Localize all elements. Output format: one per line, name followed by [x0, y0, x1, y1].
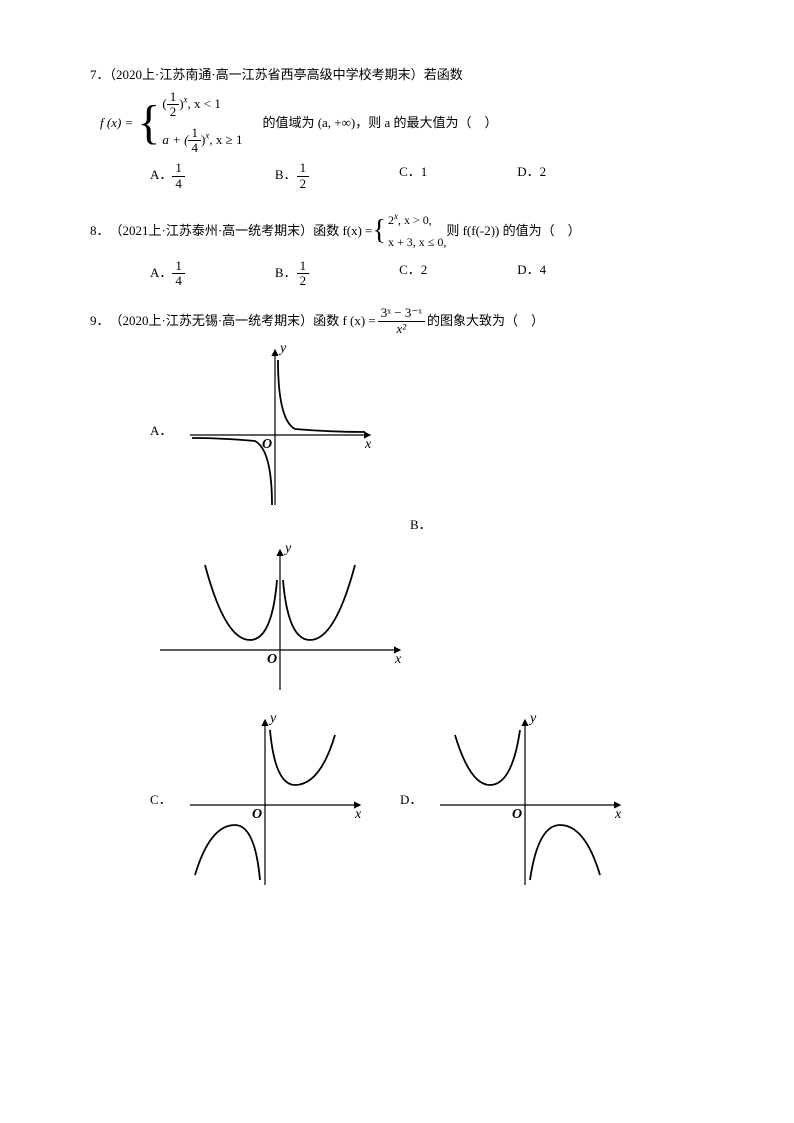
q7-r2-pre: a + ( — [162, 131, 188, 146]
q9-a-label: A． — [150, 340, 180, 442]
q8-a-n: 1 — [172, 259, 185, 274]
q7-r2-fn: 1 — [188, 126, 201, 141]
q8-choice-b: B．12 — [275, 259, 309, 289]
question-7: 7．（2020上·江苏南通·高一江苏省西亭高级中学校考期末）若函数 f (x) … — [90, 64, 704, 191]
q7-formula-line: f (x) = { (12)x, x < 1 a + (14)x, x ≥ 1 … — [100, 90, 704, 155]
q7-choices: A．14 B．12 C．1 D．2 — [150, 161, 704, 191]
origin: O — [512, 807, 522, 822]
q7-header: 7．（2020上·江苏南通·高一江苏省西亭高级中学校考期末）若函数 — [90, 64, 704, 86]
q9-option-b: y x O — [150, 540, 704, 700]
q7-b-n: 1 — [297, 161, 310, 176]
q8-r1-c: , x > 0, — [398, 213, 432, 227]
q9-frac: 3ˣ − 3⁻ˣx² — [378, 306, 425, 336]
q7-a-n: 1 — [172, 161, 185, 176]
q7-r2-fd: 4 — [188, 141, 201, 155]
q8-b-n: 1 — [297, 259, 310, 274]
q8-line: 8．（2021上·江苏泰州·高一统考期末）函数 f(x) = { 2x, x >… — [90, 209, 704, 253]
q7-choice-a: A．14 — [150, 161, 185, 191]
axis-y: y — [283, 541, 292, 556]
q9-d-label: D． — [400, 789, 430, 811]
q9-post: 的图象大致为（ ） — [427, 310, 544, 332]
q7-fx: f (x) = — [100, 112, 133, 134]
q7-r1-fn: 1 — [167, 90, 180, 105]
q7-r1-fd: 2 — [167, 105, 180, 119]
q8-row2: x + 3, x ≤ 0, — [388, 232, 446, 252]
q7-piecewise: { (12)x, x < 1 a + (14)x, x ≥ 1 — [137, 90, 242, 155]
axis-x: x — [614, 807, 622, 822]
q8-piecewise: { 2x, x > 0, x + 3, x ≤ 0, — [373, 209, 447, 253]
axis-y: y — [528, 711, 537, 726]
q7-b-d: 2 — [297, 177, 310, 191]
q9-num: 9． — [90, 310, 110, 332]
graph-c-icon: y x O — [180, 710, 370, 890]
question-9: 9．（2020上·江苏无锡·高一统考期末）函数 f (x) = 3ˣ − 3⁻ˣ… — [90, 306, 704, 890]
q7-src: （2020上·江苏南通·高一江苏省西亭高级中学校考期末） — [110, 67, 424, 82]
axis-y: y — [278, 341, 287, 356]
axis-x: x — [394, 652, 402, 667]
q7-choice-d: D．2 — [517, 161, 546, 191]
q9-option-a: A． y x O — [150, 340, 704, 510]
q8-choice-a: A．14 — [150, 259, 185, 289]
q8-post: 则 f(f(-2)) 的值为（ ） — [446, 220, 580, 242]
q8-src: （2021上·江苏泰州·高一统考期末） — [110, 220, 314, 242]
q9-fd: x² — [378, 322, 425, 336]
origin: O — [267, 652, 277, 667]
q7-row1: (12)x, x < 1 — [162, 90, 242, 120]
brace-icon: { — [137, 99, 160, 147]
axis-y: y — [268, 711, 277, 726]
graph-b-icon: y x O — [150, 540, 410, 700]
q9-c-label: C． — [150, 789, 180, 811]
q7-b-lbl: B． — [275, 167, 297, 182]
q8-a-lbl: A． — [150, 264, 172, 279]
q8-a-d: 4 — [172, 274, 185, 288]
q8-b-lbl: B． — [275, 264, 297, 279]
q7-r2-cond: , x ≥ 1 — [209, 131, 242, 146]
q8-num: 8． — [90, 220, 110, 242]
q9-fn: 3ˣ − 3⁻ˣ — [378, 306, 425, 321]
question-8: 8．（2021上·江苏泰州·高一统考期末）函数 f(x) = { 2x, x >… — [90, 209, 704, 288]
q8-choice-d: D．4 — [517, 259, 546, 289]
q7-num: 7． — [90, 67, 110, 82]
q8-choices: A．14 B．12 C．2 D．4 — [150, 259, 704, 289]
q8-choice-c: C．2 — [399, 259, 427, 289]
q7-mid: 的值域为 (a, +∞)，则 a 的最大值为（ ） — [262, 112, 497, 134]
q9-option-c: C． y x O — [150, 710, 370, 890]
q9-option-d: D． y x O — [400, 710, 630, 890]
q9-pre: 函数 f (x) = — [313, 310, 376, 332]
q8-row1: 2x, x > 0, — [388, 209, 446, 230]
q7-a-d: 4 — [172, 177, 185, 191]
graph-a-icon: y x O — [180, 340, 380, 510]
q9-line: 9．（2020上·江苏无锡·高一统考期末）函数 f (x) = 3ˣ − 3⁻ˣ… — [90, 306, 704, 336]
q9-b-label: B． — [410, 514, 704, 536]
q8-b-d: 2 — [297, 274, 310, 288]
axis-x: x — [354, 807, 362, 822]
origin: O — [252, 807, 262, 822]
q7-a-lbl: A． — [150, 167, 172, 182]
q7-choice-c: C．1 — [399, 161, 427, 191]
q9-row-cd: C． y x O D． y x O — [150, 710, 704, 890]
brace-icon: { — [373, 217, 386, 245]
q7-choice-b: B．12 — [275, 161, 309, 191]
graph-d-icon: y x O — [430, 710, 630, 890]
q7-head: 若函数 — [424, 67, 463, 82]
q7-r1-cond: , x < 1 — [188, 96, 221, 111]
q8-pre: 函数 f(x) = — [313, 220, 372, 242]
q9-src: （2020上·江苏无锡·高一统考期末） — [110, 310, 314, 332]
q7-row2: a + (14)x, x ≥ 1 — [162, 126, 242, 156]
axis-x: x — [364, 437, 372, 452]
